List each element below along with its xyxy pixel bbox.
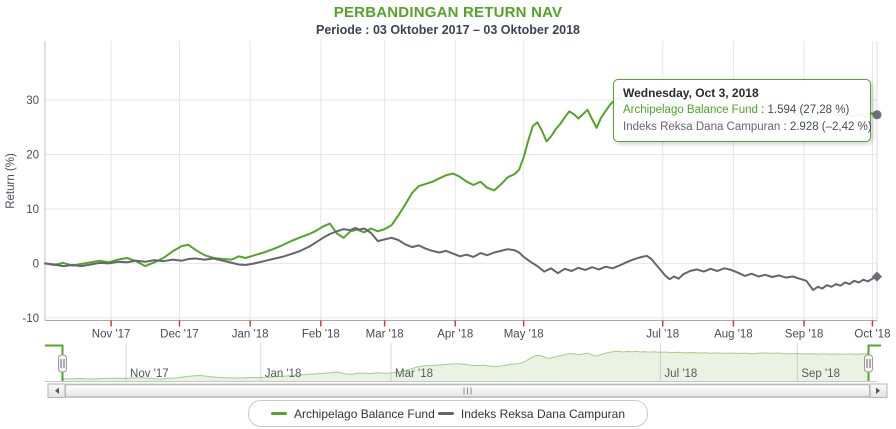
scrollbar-right-button[interactable] — [869, 383, 888, 398]
scroll-left-arrow-icon — [55, 387, 59, 394]
navigator-handle-right[interactable] — [864, 354, 873, 373]
scroll-right-arrow-icon — [876, 387, 880, 394]
navigator-tick-label: Jul '18 — [664, 368, 697, 380]
y-axis-title: Return (%) — [5, 153, 17, 209]
y-tick-label: 30 — [26, 95, 39, 107]
series-line-indeks[interactable] — [44, 227, 878, 292]
tooltip-series-value: : 1.594 (27,28 %) — [757, 104, 850, 116]
x-tick-label: Oct '18 — [854, 329, 890, 341]
x-tick-label: Nov '17 — [92, 329, 131, 341]
chart-title: PERBANDINGAN RETURN NAV — [333, 4, 563, 21]
x-tick-label: May '18 — [504, 329, 544, 341]
tooltip-series-label: Indeks Reksa Dana Campuran — [623, 120, 781, 133]
y-tick-label: -10 — [22, 313, 39, 325]
legend-item-archipelago[interactable]: Archipelago Balance Fund — [271, 407, 435, 421]
tooltip-series-label: Archipelago Balance Fund — [623, 104, 758, 116]
tooltip-row: Indeks Reksa Dana Campuran : 2.928 (–2,4… — [623, 119, 872, 136]
y-tick-label: 10 — [26, 204, 39, 216]
x-tick-label: Feb '18 — [302, 329, 340, 341]
y-tick-label: 20 — [26, 149, 39, 161]
x-tick-label: Jan '18 — [232, 329, 269, 341]
navigator-tick-label: Nov '17 — [130, 368, 169, 380]
legend-item-indeks[interactable]: Indeks Reksa Dana Campuran — [437, 406, 625, 421]
x-tick-label: Dec '17 — [160, 329, 199, 341]
legend-line-swatch-gray — [437, 412, 454, 415]
point-marker-diamond[interactable] — [871, 271, 883, 282]
navigator-area[interactable] — [62, 351, 868, 381]
tooltip-series-value: : 2.928 (–2,42 %) — [780, 120, 872, 133]
navigator-line — [61, 350, 869, 380]
point-marker-circle[interactable] — [872, 110, 882, 120]
navigator-tick-label: Sep '18 — [801, 368, 840, 380]
tooltip-row: Archipelago Balance Fund : 1.594 (27,28 … — [623, 102, 861, 119]
x-tick-label: Aug '18 — [714, 329, 753, 341]
legend: Archipelago Balance Fund Indeks Reksa Da… — [248, 400, 648, 427]
legend-line-swatch-green — [271, 412, 287, 415]
navigator-handle-left[interactable] — [58, 354, 67, 373]
x-tick-label: Sep '18 — [785, 329, 824, 341]
legend-label: Indeks Reksa Dana Campuran — [460, 406, 625, 421]
x-tick-label: Mar '18 — [366, 329, 404, 341]
legend-label: Archipelago Balance Fund — [294, 406, 435, 421]
scrollbar-left-button[interactable] — [47, 383, 66, 398]
x-tick-label: Jul '18 — [646, 329, 679, 341]
scrollbar-thumb-grip — [463, 387, 472, 395]
x-tick-label: Apr '18 — [437, 329, 473, 341]
chart-subtitle: Periode : 03 Oktober 2017 – 03 Oktober 2… — [315, 23, 581, 37]
y-tick-label: 0 — [33, 258, 39, 270]
tooltip: Wednesday, Oct 3, 2018 Archipelago Balan… — [613, 79, 872, 142]
tooltip-date: Wednesday, Oct 3, 2018 — [623, 86, 759, 100]
